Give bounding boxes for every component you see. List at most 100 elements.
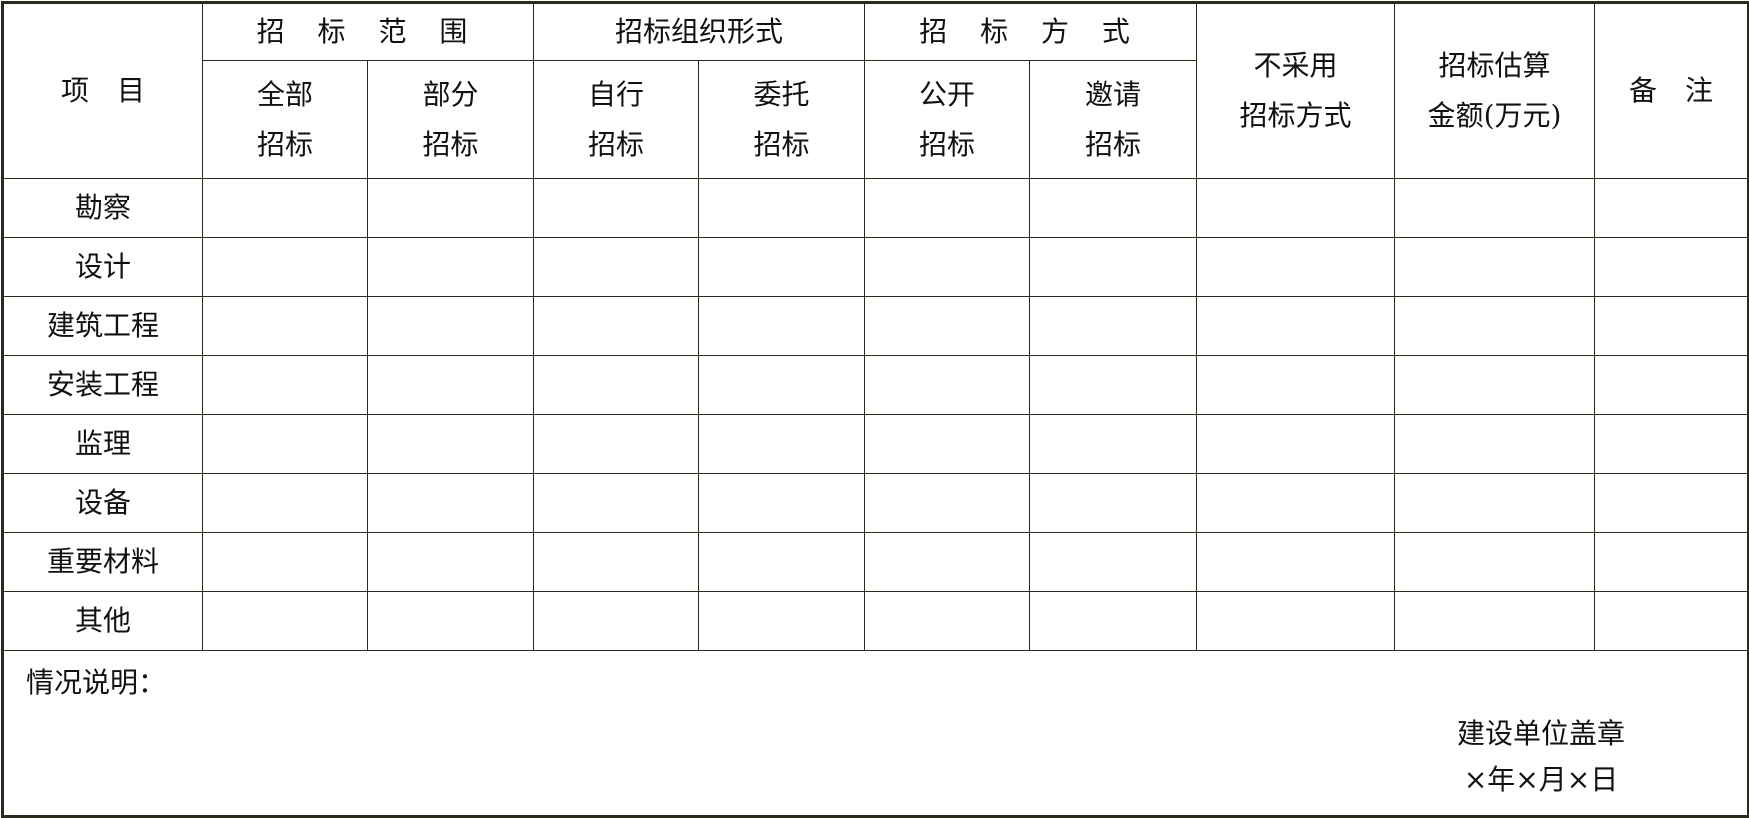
table-row: 勘察 (2, 178, 1749, 238)
table-cell[interactable] (366, 591, 535, 651)
table-cell[interactable] (1196, 178, 1396, 238)
table-cell[interactable] (533, 237, 700, 297)
table-cell[interactable] (533, 473, 700, 533)
table-cell[interactable] (1196, 237, 1396, 297)
table-cell[interactable] (533, 355, 700, 415)
header-method: 招 标 方 式 (864, 2, 1198, 61)
table-cell[interactable] (698, 237, 866, 297)
table-cell[interactable] (533, 178, 700, 238)
table-cell[interactable] (1594, 414, 1749, 474)
table-cell[interactable] (366, 532, 535, 592)
table-cell[interactable] (1029, 532, 1198, 592)
notes-label: 情况说明： (26, 666, 167, 699)
table-cell[interactable] (1594, 591, 1749, 651)
header-item: 项 目 (2, 2, 203, 179)
row-label: 其他 (2, 591, 203, 651)
table-cell[interactable] (1196, 414, 1396, 474)
header-method-invite: 邀请 招标 (1029, 60, 1198, 179)
table-cell[interactable] (864, 473, 1031, 533)
table-row: 重要材料 (2, 532, 1749, 592)
table-cell[interactable] (1394, 296, 1596, 356)
table-cell[interactable] (864, 178, 1031, 238)
row-label: 建筑工程 (2, 296, 203, 356)
table-cell[interactable] (698, 414, 866, 474)
table-cell[interactable] (366, 178, 535, 238)
table-cell[interactable] (1594, 532, 1749, 592)
row-label: 安装工程 (2, 355, 203, 415)
table-cell[interactable] (366, 414, 535, 474)
header-org-self: 自行 招标 (533, 60, 700, 179)
row-label: 重要材料 (2, 532, 203, 592)
table-cell[interactable] (1394, 355, 1596, 415)
table-cell[interactable] (1196, 532, 1396, 592)
table-cell[interactable] (202, 473, 368, 533)
header-scope-part: 部分 招标 (366, 60, 535, 179)
notes-cell[interactable]: 情况说明： 建设单位盖章 ×年×月×日 (1, 650, 1749, 817)
table-cell[interactable] (698, 178, 866, 238)
header-org: 招标组织形式 (533, 2, 866, 61)
table-cell[interactable] (366, 473, 535, 533)
table-cell[interactable] (1394, 237, 1596, 297)
table-cell[interactable] (202, 591, 368, 651)
table-cell[interactable] (698, 355, 866, 415)
table-cell[interactable] (1196, 473, 1396, 533)
header-estimate: 招标估算 金额(万元) (1394, 2, 1596, 179)
header-scope-all: 全部 招标 (202, 60, 368, 179)
header-method-open: 公开 招标 (864, 60, 1031, 179)
table-cell[interactable] (1029, 178, 1198, 238)
table-cell[interactable] (366, 237, 535, 297)
table-cell[interactable] (698, 296, 866, 356)
header-org-entrust: 委托 招标 (698, 60, 866, 179)
table-cell[interactable] (864, 532, 1031, 592)
table-cell[interactable] (1029, 355, 1198, 415)
table-cell[interactable] (202, 237, 368, 297)
table-cell[interactable] (1029, 237, 1198, 297)
table-cell[interactable] (864, 591, 1031, 651)
table-cell[interactable] (202, 355, 368, 415)
table-row: 建筑工程 (2, 296, 1749, 356)
table-cell[interactable] (1029, 591, 1198, 651)
table-cell[interactable] (202, 532, 368, 592)
table-cell[interactable] (1394, 414, 1596, 474)
table-cell[interactable] (366, 355, 535, 415)
table-row: 其他 (2, 591, 1749, 651)
table-cell[interactable] (533, 296, 700, 356)
table-cell[interactable] (1594, 355, 1749, 415)
table-cell[interactable] (1394, 178, 1596, 238)
table-cell[interactable] (1029, 473, 1198, 533)
table-cell[interactable] (1196, 591, 1396, 651)
table-row: 监理 (2, 414, 1749, 474)
row-label: 监理 (2, 414, 203, 474)
table-cell[interactable] (1594, 178, 1749, 238)
table-cell[interactable] (202, 178, 368, 238)
table-cell[interactable] (533, 414, 700, 474)
table-cell[interactable] (1594, 473, 1749, 533)
table-cell[interactable] (1394, 532, 1596, 592)
table-cell[interactable] (698, 591, 866, 651)
table-cell[interactable] (864, 414, 1031, 474)
table-cell[interactable] (864, 237, 1031, 297)
table-cell[interactable] (864, 296, 1031, 356)
table-cell[interactable] (1594, 296, 1749, 356)
row-label: 设备 (2, 473, 203, 533)
table-cell[interactable] (1594, 237, 1749, 297)
table-cell[interactable] (533, 591, 700, 651)
table-cell[interactable] (366, 296, 535, 356)
table-row: 设备 (2, 473, 1749, 533)
header-scope: 招 标 范 围 (201, 2, 535, 61)
table-cell[interactable] (698, 532, 866, 592)
table-row: 设计 (2, 237, 1749, 297)
table-cell[interactable] (1029, 296, 1198, 356)
table-cell[interactable] (202, 296, 368, 356)
table-cell[interactable] (1394, 473, 1596, 533)
table-cell[interactable] (1029, 414, 1198, 474)
row-label: 设计 (2, 237, 203, 297)
table-cell[interactable] (202, 414, 368, 474)
header-remarks: 备 注 (1594, 2, 1749, 179)
table-cell[interactable] (1196, 355, 1396, 415)
table-cell[interactable] (1394, 591, 1596, 651)
table-cell[interactable] (864, 355, 1031, 415)
table-cell[interactable] (1196, 296, 1396, 356)
table-cell[interactable] (533, 532, 700, 592)
table-cell[interactable] (698, 473, 866, 533)
